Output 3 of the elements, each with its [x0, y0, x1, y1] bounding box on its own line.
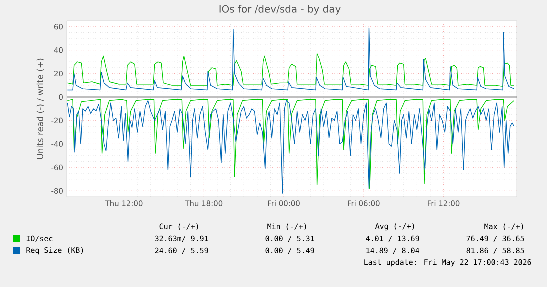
chart-title: IOs for /dev/sda - by day: [220, 5, 341, 15]
y-axis-title: Units read (-) / write (+): [36, 58, 44, 160]
line-series: [67, 28, 515, 91]
